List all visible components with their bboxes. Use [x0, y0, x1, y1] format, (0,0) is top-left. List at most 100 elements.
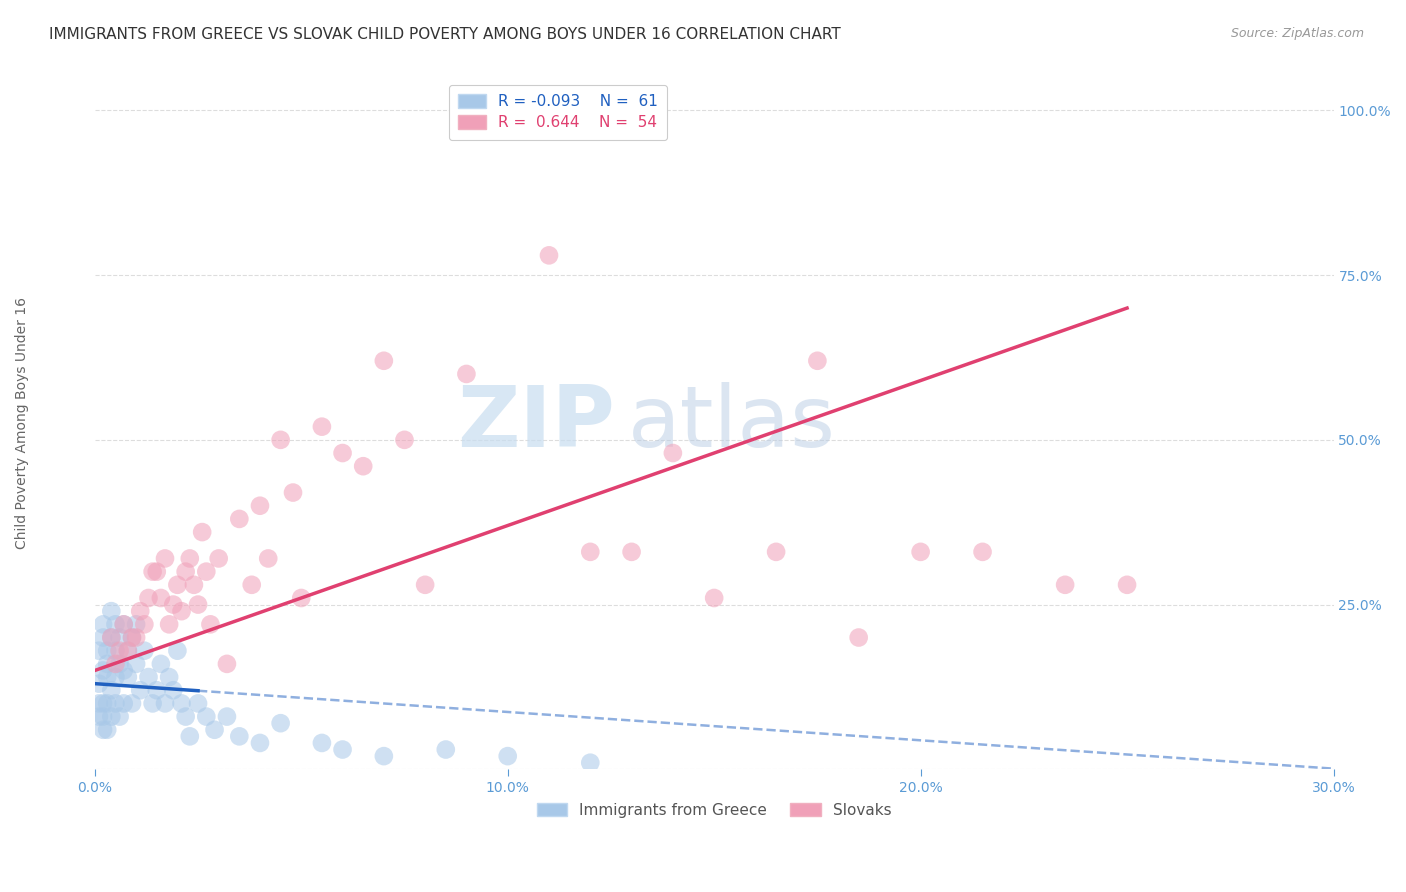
Point: [290, 591, 312, 605]
Point: [174, 565, 197, 579]
Point: [96, 670, 118, 684]
Point: [91, 709, 114, 723]
Point: [228, 730, 250, 744]
Point: [104, 697, 127, 711]
Point: [157, 617, 180, 632]
Point: [332, 446, 354, 460]
Point: [91, 631, 114, 645]
Point: [91, 664, 114, 678]
Point: [200, 617, 222, 632]
Point: [87, 709, 110, 723]
Point: [134, 617, 156, 632]
Point: [108, 631, 131, 645]
Point: [537, 248, 560, 262]
Point: [129, 683, 152, 698]
Point: [311, 419, 333, 434]
Point: [149, 657, 172, 671]
Point: [311, 736, 333, 750]
Point: [208, 551, 231, 566]
Point: [87, 697, 110, 711]
Point: [121, 631, 143, 645]
Point: [373, 749, 395, 764]
Point: [117, 643, 139, 657]
Point: [179, 551, 201, 566]
Point: [662, 446, 685, 460]
Point: [138, 670, 160, 684]
Point: [187, 598, 209, 612]
Point: [100, 631, 122, 645]
Point: [153, 697, 176, 711]
Text: Source: ZipAtlas.com: Source: ZipAtlas.com: [1230, 27, 1364, 40]
Legend: Immigrants from Greece, Slovaks: Immigrants from Greece, Slovaks: [530, 797, 898, 824]
Point: [183, 578, 205, 592]
Point: [117, 670, 139, 684]
Point: [281, 485, 304, 500]
Point: [87, 676, 110, 690]
Point: [145, 683, 167, 698]
Point: [332, 742, 354, 756]
Point: [434, 742, 457, 756]
Point: [373, 353, 395, 368]
Point: [138, 591, 160, 605]
Point: [108, 709, 131, 723]
Point: [100, 604, 122, 618]
Point: [270, 716, 292, 731]
Point: [108, 657, 131, 671]
Point: [100, 631, 122, 645]
Point: [249, 499, 271, 513]
Text: ZIP: ZIP: [457, 382, 614, 465]
Point: [240, 578, 263, 592]
Point: [96, 697, 118, 711]
Point: [257, 551, 280, 566]
Point: [765, 545, 787, 559]
Text: IMMIGRANTS FROM GREECE VS SLOVAK CHILD POVERTY AMONG BOYS UNDER 16 CORRELATION C: IMMIGRANTS FROM GREECE VS SLOVAK CHILD P…: [49, 27, 841, 42]
Point: [848, 631, 870, 645]
Text: atlas: atlas: [627, 382, 835, 465]
Point: [91, 723, 114, 737]
Point: [96, 643, 118, 657]
Point: [174, 709, 197, 723]
Point: [579, 756, 602, 770]
Point: [456, 367, 478, 381]
Point: [496, 103, 519, 118]
Point: [125, 631, 148, 645]
Point: [149, 591, 172, 605]
Point: [170, 604, 193, 618]
Point: [153, 551, 176, 566]
Point: [910, 545, 932, 559]
Point: [96, 657, 118, 671]
Point: [215, 657, 238, 671]
Point: [96, 723, 118, 737]
Point: [352, 459, 374, 474]
Point: [215, 709, 238, 723]
Point: [204, 723, 226, 737]
Point: [87, 643, 110, 657]
Point: [195, 565, 218, 579]
Point: [112, 697, 135, 711]
Point: [579, 545, 602, 559]
Point: [104, 657, 127, 671]
Y-axis label: Child Poverty Among Boys Under 16: Child Poverty Among Boys Under 16: [15, 297, 30, 549]
Point: [121, 697, 143, 711]
Point: [496, 749, 519, 764]
Point: [129, 604, 152, 618]
Point: [104, 670, 127, 684]
Point: [100, 683, 122, 698]
Point: [125, 617, 148, 632]
Point: [134, 643, 156, 657]
Point: [100, 709, 122, 723]
Point: [91, 617, 114, 632]
Point: [112, 617, 135, 632]
Point: [1116, 578, 1139, 592]
Point: [620, 545, 643, 559]
Point: [228, 512, 250, 526]
Point: [145, 565, 167, 579]
Point: [191, 525, 214, 540]
Point: [142, 565, 165, 579]
Point: [413, 578, 436, 592]
Point: [142, 697, 165, 711]
Point: [187, 697, 209, 711]
Point: [394, 433, 416, 447]
Point: [270, 433, 292, 447]
Point: [179, 730, 201, 744]
